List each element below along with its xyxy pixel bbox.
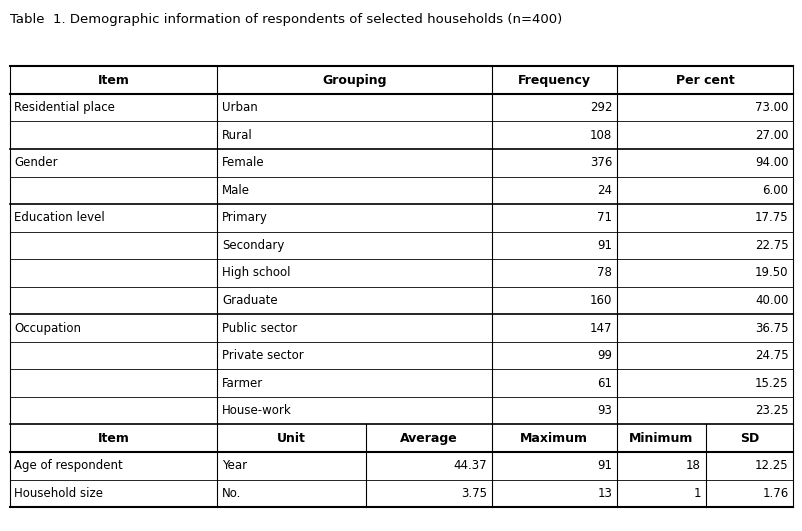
- Text: 44.37: 44.37: [452, 459, 486, 472]
- Text: Public sector: Public sector: [222, 322, 297, 335]
- Text: 18: 18: [685, 459, 700, 472]
- Text: 13: 13: [597, 487, 611, 500]
- Text: 94.00: 94.00: [754, 156, 788, 169]
- Text: 99: 99: [597, 349, 611, 362]
- Text: Age of respondent: Age of respondent: [14, 459, 123, 472]
- Text: 19.50: 19.50: [754, 267, 788, 279]
- Text: 73.00: 73.00: [754, 101, 788, 114]
- Text: 93: 93: [597, 404, 611, 417]
- Text: Male: Male: [222, 184, 250, 197]
- Text: 36.75: 36.75: [754, 322, 788, 335]
- Text: Primary: Primary: [222, 211, 268, 225]
- Text: Minimum: Minimum: [628, 432, 693, 445]
- Text: 1: 1: [692, 487, 700, 500]
- Text: Table  1. Demographic information of respondents of selected households (n=400): Table 1. Demographic information of resp…: [10, 13, 561, 26]
- Text: 91: 91: [597, 239, 611, 252]
- Text: 147: 147: [589, 322, 611, 335]
- Text: House-work: House-work: [222, 404, 292, 417]
- Text: Private sector: Private sector: [222, 349, 303, 362]
- Text: 24: 24: [597, 184, 611, 197]
- Text: 22.75: 22.75: [754, 239, 788, 252]
- Text: 23.25: 23.25: [754, 404, 788, 417]
- Text: Farmer: Farmer: [222, 376, 263, 390]
- Text: Item: Item: [97, 74, 129, 87]
- Text: 40.00: 40.00: [754, 294, 788, 307]
- Text: Average: Average: [399, 432, 457, 445]
- Text: Rural: Rural: [222, 129, 253, 142]
- Text: High school: High school: [222, 267, 290, 279]
- Text: 24.75: 24.75: [754, 349, 788, 362]
- Text: Year: Year: [222, 459, 247, 472]
- Text: Gender: Gender: [14, 156, 58, 169]
- Text: 160: 160: [589, 294, 611, 307]
- Text: 108: 108: [589, 129, 611, 142]
- Text: 78: 78: [597, 267, 611, 279]
- Text: 71: 71: [597, 211, 611, 225]
- Text: Frequency: Frequency: [517, 74, 590, 87]
- Text: Secondary: Secondary: [222, 239, 284, 252]
- Text: 292: 292: [589, 101, 611, 114]
- Text: 91: 91: [597, 459, 611, 472]
- Text: Item: Item: [97, 432, 129, 445]
- Text: 6.00: 6.00: [762, 184, 788, 197]
- Text: Graduate: Graduate: [222, 294, 277, 307]
- Text: Education level: Education level: [14, 211, 105, 225]
- Text: 1.76: 1.76: [761, 487, 788, 500]
- Text: Per cent: Per cent: [675, 74, 734, 87]
- Text: SD: SD: [739, 432, 758, 445]
- Text: Household size: Household size: [14, 487, 103, 500]
- Text: Unit: Unit: [277, 432, 306, 445]
- Text: Occupation: Occupation: [14, 322, 81, 335]
- Text: 61: 61: [597, 376, 611, 390]
- Text: 12.25: 12.25: [754, 459, 788, 472]
- Text: 3.75: 3.75: [460, 487, 486, 500]
- Text: Residential place: Residential place: [14, 101, 115, 114]
- Text: 27.00: 27.00: [754, 129, 788, 142]
- Text: Maximum: Maximum: [520, 432, 588, 445]
- Text: Urban: Urban: [222, 101, 257, 114]
- Text: No.: No.: [222, 487, 241, 500]
- Text: 15.25: 15.25: [754, 376, 788, 390]
- Text: Grouping: Grouping: [322, 74, 387, 87]
- Text: 17.75: 17.75: [754, 211, 788, 225]
- Text: Female: Female: [222, 156, 265, 169]
- Text: 376: 376: [589, 156, 611, 169]
